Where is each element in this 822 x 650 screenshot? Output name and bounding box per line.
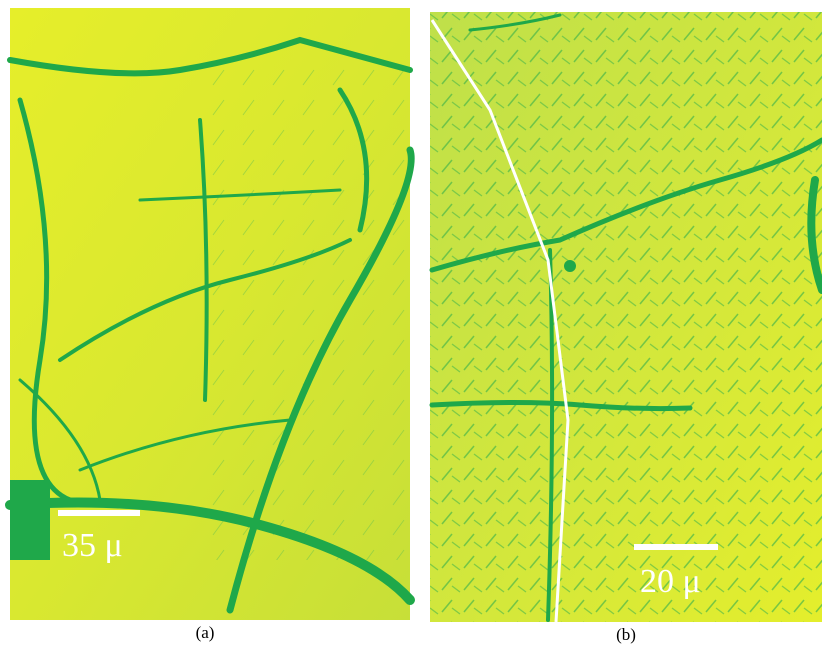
dark-region [10,480,50,560]
spot [564,260,576,272]
scale-label: 35 μ [62,527,123,564]
texture [430,12,822,622]
scale-label: 20 μ [640,563,701,600]
texture [200,60,410,560]
scale-bar [634,544,718,550]
figure: 35 μ (a) 20 μ (b) [0,0,822,650]
panel-b: 20 μ (b) [430,12,822,644]
panel-a: 35 μ (a) [10,8,411,642]
scale-bar [58,510,140,516]
panel-caption: (b) [616,625,636,644]
panel-caption: (a) [196,623,215,642]
